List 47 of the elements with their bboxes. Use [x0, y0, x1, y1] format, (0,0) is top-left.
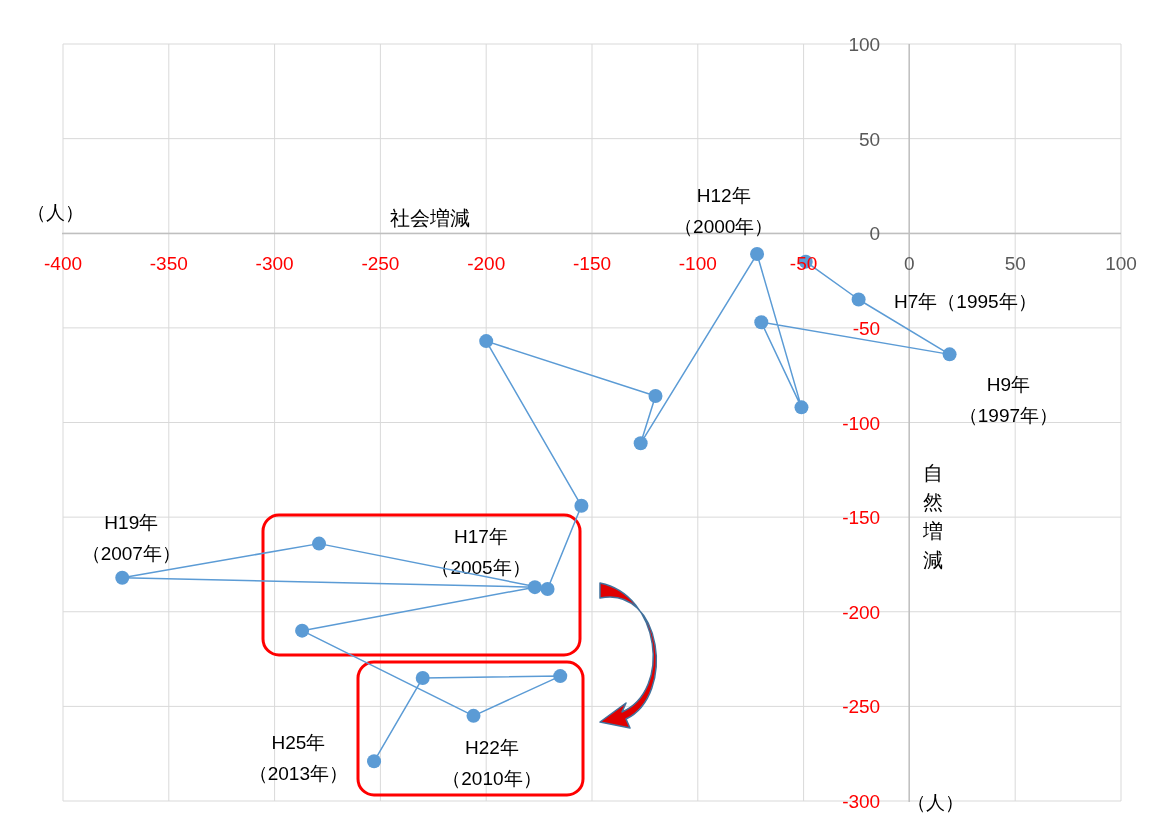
- annotation: H25年（2013年）: [248, 732, 348, 785]
- y-tick-label: 50: [859, 128, 881, 150]
- annotation: （人）: [906, 792, 964, 813]
- y-tick-label: -50: [852, 317, 881, 339]
- x-tick-label: -200: [467, 252, 506, 274]
- point: [750, 247, 765, 262]
- point: [540, 582, 555, 597]
- annotation: （人）: [26, 202, 84, 223]
- point: [415, 670, 430, 685]
- annotation: H19年（2007年）: [81, 512, 181, 565]
- y-tick-label: 0: [869, 223, 881, 245]
- point: [553, 669, 568, 684]
- point: [312, 536, 327, 551]
- y-tick-label: -150: [842, 507, 881, 529]
- point: [574, 498, 589, 513]
- annotation: H22年（2010年）: [442, 736, 542, 789]
- x-tick-label: -300: [255, 252, 294, 274]
- y-tick-label: -200: [842, 601, 881, 623]
- point: [527, 580, 542, 595]
- x-tick-label: -400: [43, 252, 83, 274]
- annotation: H12年（2000年）: [674, 185, 774, 238]
- point: [648, 389, 663, 404]
- point: [115, 570, 130, 585]
- point: [942, 347, 957, 362]
- x-axis-title: 社会増減: [390, 206, 470, 229]
- y-tick-label: -300: [842, 791, 881, 812]
- point: [794, 400, 809, 415]
- annotation: H9年（1997年）: [958, 373, 1059, 426]
- point: [367, 754, 382, 769]
- y-tick-label: 100: [848, 34, 881, 55]
- point: [633, 436, 648, 451]
- x-tick-label: -250: [361, 252, 400, 274]
- x-tick-label: -350: [149, 252, 188, 274]
- annotation: H7年（1995年）: [894, 290, 1037, 312]
- x-tick-label: 100: [1105, 252, 1137, 274]
- x-tick-label: -100: [678, 252, 717, 274]
- y-tick-label: -250: [842, 696, 881, 718]
- point: [851, 292, 866, 307]
- point: [466, 708, 481, 723]
- x-tick-label: 0: [904, 252, 915, 274]
- y-tick-label: -100: [842, 412, 881, 434]
- x-tick-label: -150: [572, 252, 612, 274]
- point: [295, 623, 310, 638]
- x-tick-label: 50: [1004, 252, 1026, 274]
- point: [479, 334, 494, 349]
- point: [754, 315, 769, 330]
- y-axis-title: 自然増減: [922, 462, 944, 571]
